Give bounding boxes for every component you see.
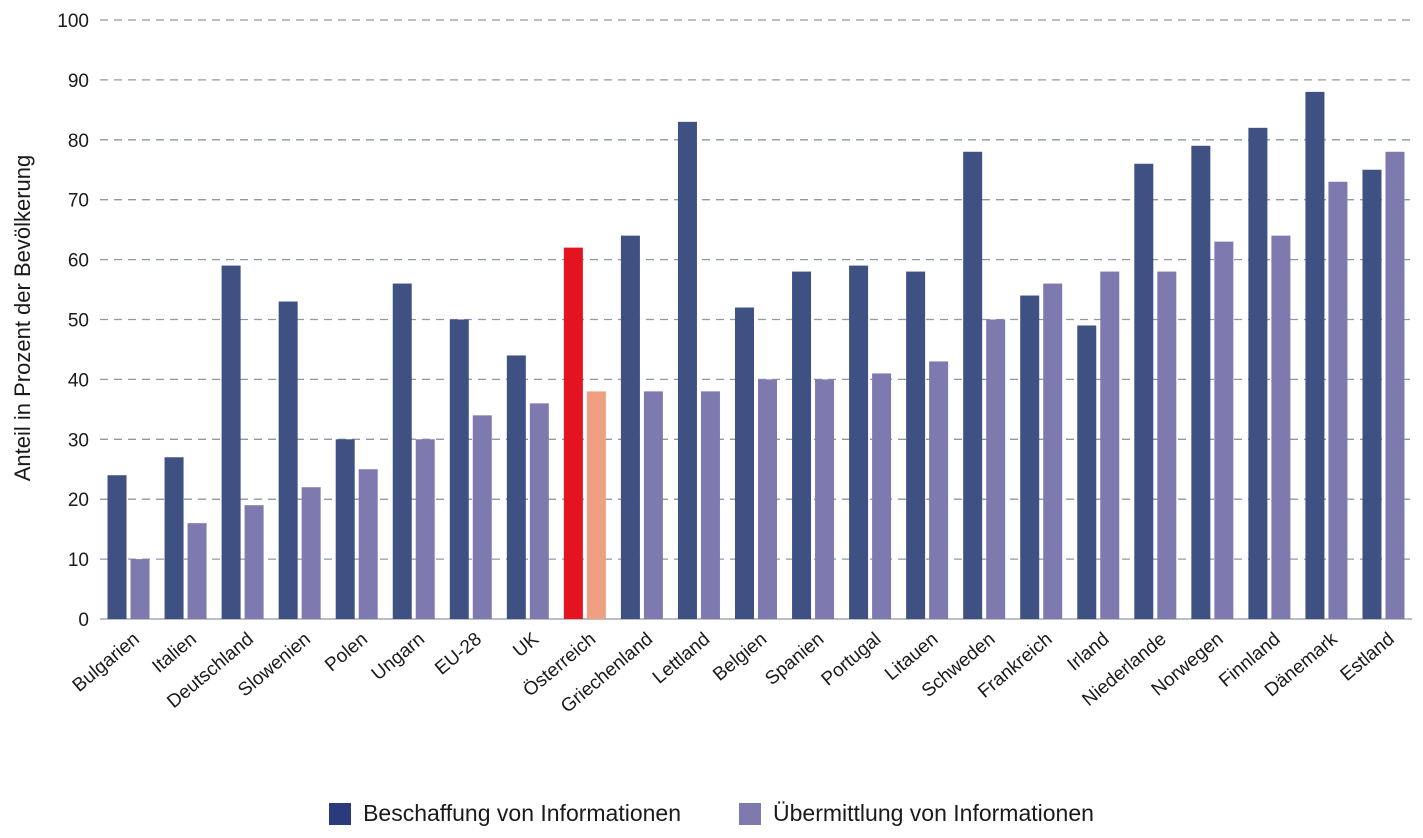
y-tick-label: 100 xyxy=(57,11,89,32)
bar-uebermittlung xyxy=(929,361,949,619)
y-tick-label: 40 xyxy=(68,370,89,391)
bar-beschaffung xyxy=(392,283,412,619)
x-tick-label: UK xyxy=(509,629,543,662)
bar-uebermittlung xyxy=(872,373,892,619)
bar-uebermittlung xyxy=(1328,181,1348,620)
bar-chart: 0 10 20 30 40 50 60 70 80 90 100 Bulgarien ItalienD… xyxy=(10,11,1412,717)
x-tick-label: Ungarn xyxy=(368,629,429,685)
bar-uebermittlung xyxy=(1385,151,1405,619)
legend-item-uebermittlung: Übermittlung von Informationen xyxy=(739,800,1094,827)
x-tick-label: Portugal xyxy=(818,629,886,691)
y-tick-label: 20 xyxy=(68,490,89,511)
x-tick-label: Lettland xyxy=(649,629,714,689)
bar-beschaffung xyxy=(1191,145,1211,620)
bar-beschaffung xyxy=(906,271,926,619)
y-axis-label: Anteil in Prozent der Bevölkerung xyxy=(10,155,35,482)
legend-label-beschaffung: Beschaffung von Informationen xyxy=(363,800,682,826)
y-axis-ticks: 0 10 20 30 40 50 60 70 80 90 100 xyxy=(57,11,89,631)
y-tick-label: 60 xyxy=(68,251,89,272)
bar-beschaffung xyxy=(963,151,983,619)
x-tick-label: Belgien xyxy=(709,629,771,686)
bar-uebermittlung xyxy=(529,403,549,619)
bar-beschaffung xyxy=(792,271,812,619)
legend-swatch-uebermittlung xyxy=(739,802,762,825)
bar-beschaffung xyxy=(506,355,526,619)
bar-uebermittlung xyxy=(1157,271,1177,619)
bar-uebermittlung xyxy=(700,391,720,619)
y-tick-label: 50 xyxy=(68,311,89,332)
x-tick-label: Italien xyxy=(148,629,200,678)
y-tick-label: 30 xyxy=(68,430,89,451)
bar-uebermittlung xyxy=(986,319,1006,619)
bar-uebermittlung xyxy=(815,379,835,619)
bar-uebermittlung xyxy=(187,523,207,619)
bar-beschaffung xyxy=(1134,163,1154,619)
bar-uebermittlung xyxy=(1100,271,1120,619)
bar-beschaffung xyxy=(735,307,754,619)
bar-beschaffung xyxy=(164,457,184,619)
bar-beschaffung xyxy=(278,301,298,619)
y-tick-label: 70 xyxy=(68,191,89,212)
x-tick-label: Polen xyxy=(321,629,372,676)
legend-item-beschaffung: Beschaffung von Informationen xyxy=(329,800,681,827)
x-tick-label: Bulgarien xyxy=(69,629,144,697)
bar-uebermittlung xyxy=(643,391,663,619)
bars xyxy=(107,91,1405,620)
bar-beschaffung xyxy=(677,121,697,619)
bar-uebermittlung xyxy=(130,559,150,619)
bar-beschaffung xyxy=(335,439,355,619)
bar-uebermittlung xyxy=(358,469,378,619)
x-tick-label: EU-28 xyxy=(431,629,486,680)
bar-uebermittlung xyxy=(244,505,264,619)
bar-beschaffung xyxy=(107,475,127,619)
bar-uebermittlung xyxy=(1214,241,1234,619)
bar-beschaffung xyxy=(221,265,241,619)
bar-uebermittlung xyxy=(472,415,492,619)
legend: Beschaffung von Informationen Übermittlu… xyxy=(0,800,1423,827)
x-tick-label: Estland xyxy=(1337,629,1399,686)
bar-beschaffung xyxy=(849,265,869,619)
bar-uebermittlung xyxy=(301,487,321,619)
bar-beschaffung xyxy=(449,319,469,619)
bar-beschaffung xyxy=(1077,325,1097,619)
bar-beschaffung xyxy=(563,247,583,619)
legend-label-uebermittlung: Übermittlung von Informationen xyxy=(773,800,1094,826)
bar-beschaffung xyxy=(620,235,640,619)
bar-uebermittlung xyxy=(586,391,606,619)
x-tick-label: Spanien xyxy=(761,629,828,690)
y-tick-label: 0 xyxy=(78,610,89,631)
y-tick-label: 80 xyxy=(68,131,89,152)
bar-beschaffung xyxy=(1362,169,1382,619)
x-tick-label: Irland xyxy=(1064,629,1114,676)
bar-uebermittlung xyxy=(415,439,435,619)
bar-beschaffung xyxy=(1305,91,1325,619)
bar-beschaffung xyxy=(1020,295,1040,619)
y-tick-label: 90 xyxy=(68,71,89,92)
bar-uebermittlung xyxy=(1271,235,1291,619)
bar-uebermittlung xyxy=(1043,283,1063,619)
bar-uebermittlung xyxy=(758,379,777,619)
legend-swatch-beschaffung xyxy=(329,802,352,825)
bar-beschaffung xyxy=(1248,127,1268,619)
y-tick-label: 10 xyxy=(68,550,89,571)
